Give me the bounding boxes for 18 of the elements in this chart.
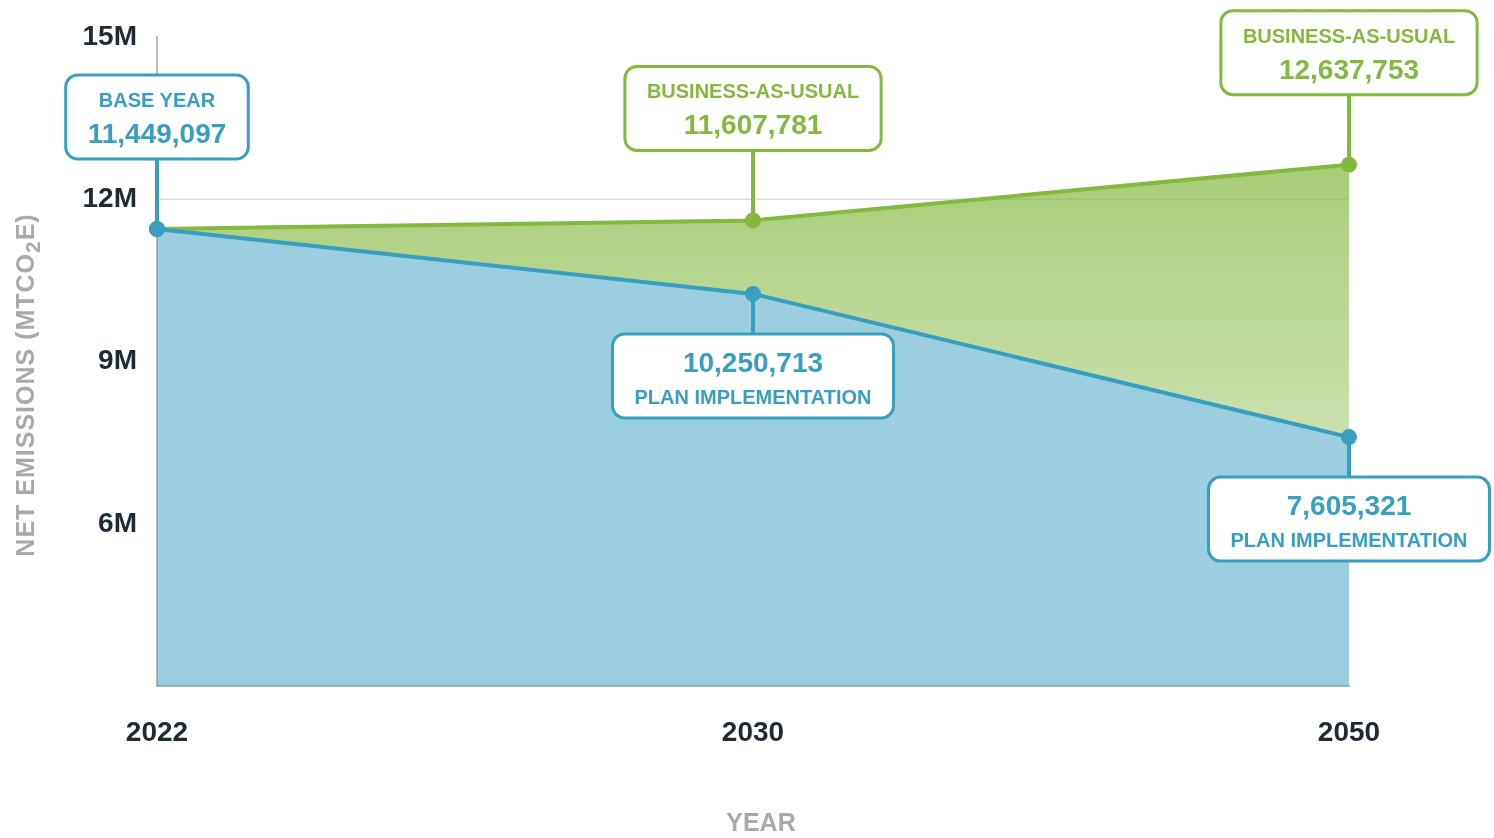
text: PLAN IMPLEMENTATION — [634, 385, 872, 408]
data-label: 7,605,321 — [1286, 490, 1412, 522]
y-tick-label: 6M — [98, 506, 137, 538]
data-label: 10,250,713 — [682, 346, 824, 378]
data-label: 12,637,753 — [1278, 53, 1420, 85]
y-tick-label: 15M — [82, 19, 137, 51]
y-tick-label: 9M — [98, 344, 137, 376]
text: BUSINESS-AS-USUAL — [1242, 24, 1456, 47]
x-tick-label: 2050 — [1317, 715, 1381, 747]
x-tick-label: 2022 — [125, 715, 189, 747]
x-axis-title: YEAR — [726, 808, 796, 837]
text: BUSINESS-AS-USUAL — [646, 80, 860, 103]
x-tick-label: 2030 — [721, 715, 785, 747]
series-label: PLAN IMPLEMENTATION — [1230, 529, 1468, 552]
data-label: 11,449,097 — [87, 118, 227, 150]
data-label: 11,607,781 — [683, 109, 823, 141]
annotation: BASE YEAR — [98, 89, 216, 112]
y-tick-label: 12M — [82, 181, 137, 213]
